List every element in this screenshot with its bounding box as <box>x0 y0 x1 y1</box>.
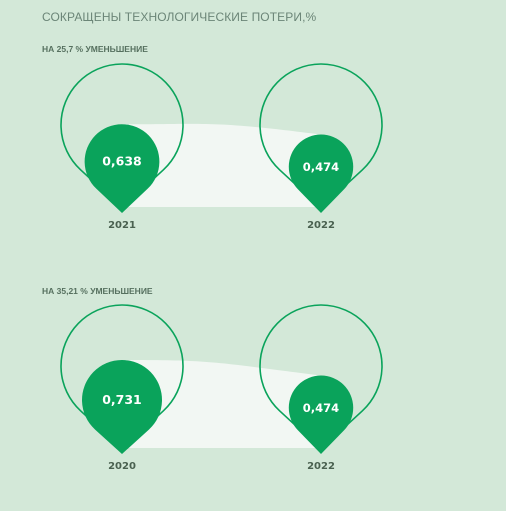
chart-2-outline-2020 <box>60 304 184 450</box>
chart-1-bubble-2022 <box>288 134 354 213</box>
chart-1-value-label-2021: 0,638 <box>102 154 142 169</box>
chart-1-bubble-2021 <box>84 124 160 213</box>
chart-1-outline-2022 <box>259 63 383 209</box>
chart-2-bubble-2020 <box>82 359 162 454</box>
chart-2-year-label-2020: 2020 <box>108 461 136 472</box>
chart-1-year-label-2022: 2022 <box>307 220 335 231</box>
chart-2: 0,731 2020 0,474 2022 <box>60 304 383 472</box>
chart-2-value-label-2020: 0,731 <box>102 392 142 407</box>
chart-1-connector-band <box>122 123 321 207</box>
chart-1-year-label-2021: 2021 <box>108 220 136 231</box>
chart-1-value-label-2022: 0,474 <box>303 160 339 174</box>
chart-2-year-label-2022: 2022 <box>307 461 335 472</box>
chart-1-subtitle: НА 25,7 % УМЕНЬШЕНИЕ <box>42 44 148 54</box>
chart-2-subtitle: НА 35,21 % УМЕНЬШЕНИЕ <box>42 286 153 296</box>
chart-2-value-label-2022: 0,474 <box>303 401 339 415</box>
chart-2-connector-band <box>122 360 321 448</box>
chart-2-bubble-2022 <box>288 375 354 454</box>
chart-2-outline-2022 <box>259 304 383 450</box>
chart-1: 0,638 2021 0,474 2022 <box>60 63 383 231</box>
chart-1-outline-2021 <box>60 63 184 209</box>
page-title: СОКРАЩЕНЫ ТЕХНОЛОГИЧЕСКИЕ ПОТЕРИ,% <box>42 10 317 24</box>
